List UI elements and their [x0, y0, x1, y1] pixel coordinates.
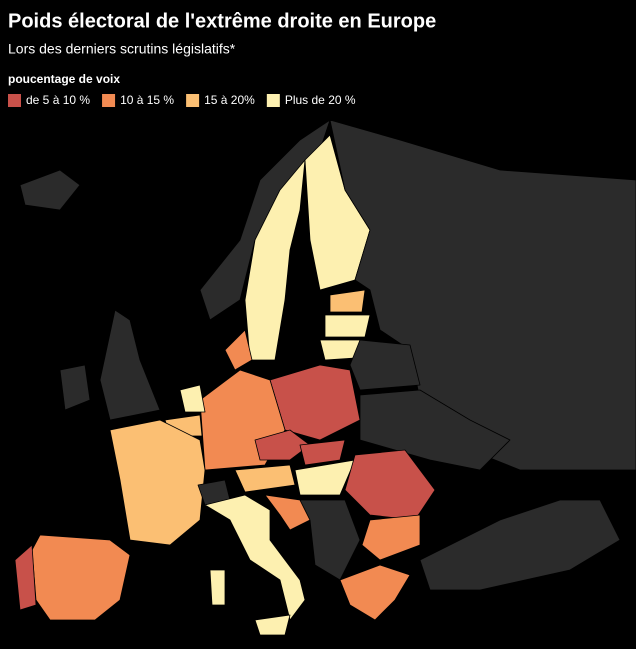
- turkey: [419, 499, 621, 591]
- ukraine: [359, 389, 511, 471]
- ireland: [59, 364, 91, 411]
- legend-label: 15 à 20%: [204, 93, 255, 107]
- sweden: [244, 159, 306, 361]
- bulgaria: [361, 514, 421, 561]
- title: Poids électoral de l'extrême droite en E…: [8, 10, 436, 32]
- croatia: [264, 494, 311, 531]
- czechia: [254, 429, 311, 461]
- austria: [234, 464, 296, 493]
- denmark: [224, 329, 253, 371]
- slovakia: [299, 439, 346, 466]
- estonia: [329, 289, 366, 313]
- belarus: [349, 339, 421, 391]
- sicily: [254, 614, 291, 636]
- spain: [31, 534, 131, 621]
- legend-label: de 5 à 10 %: [26, 93, 90, 107]
- italy: [204, 494, 306, 621]
- greece: [339, 564, 411, 621]
- hungary: [294, 459, 356, 496]
- iceland: [19, 169, 81, 211]
- legend-swatch: [102, 94, 116, 107]
- legend-title: poucentage de voix: [8, 72, 120, 86]
- sardinia: [209, 569, 226, 606]
- united-kingdom: [99, 309, 161, 421]
- france: [109, 419, 206, 546]
- legend-label: 10 à 15 %: [120, 93, 174, 107]
- map: [14, 119, 636, 636]
- netherlands: [179, 384, 206, 413]
- legend-label: Plus de 20 %: [285, 93, 356, 107]
- subtitle: Lors des derniers scrutins législatifs*: [8, 41, 236, 57]
- latvia: [324, 314, 371, 338]
- portugal: [14, 544, 37, 611]
- legend-swatch: [186, 94, 200, 107]
- legend-swatch: [266, 94, 280, 107]
- legend-swatch: [8, 94, 21, 107]
- legend: de 5 à 10 % 10 à 15 % 15 à 20% Plus de 20 %: [8, 93, 356, 107]
